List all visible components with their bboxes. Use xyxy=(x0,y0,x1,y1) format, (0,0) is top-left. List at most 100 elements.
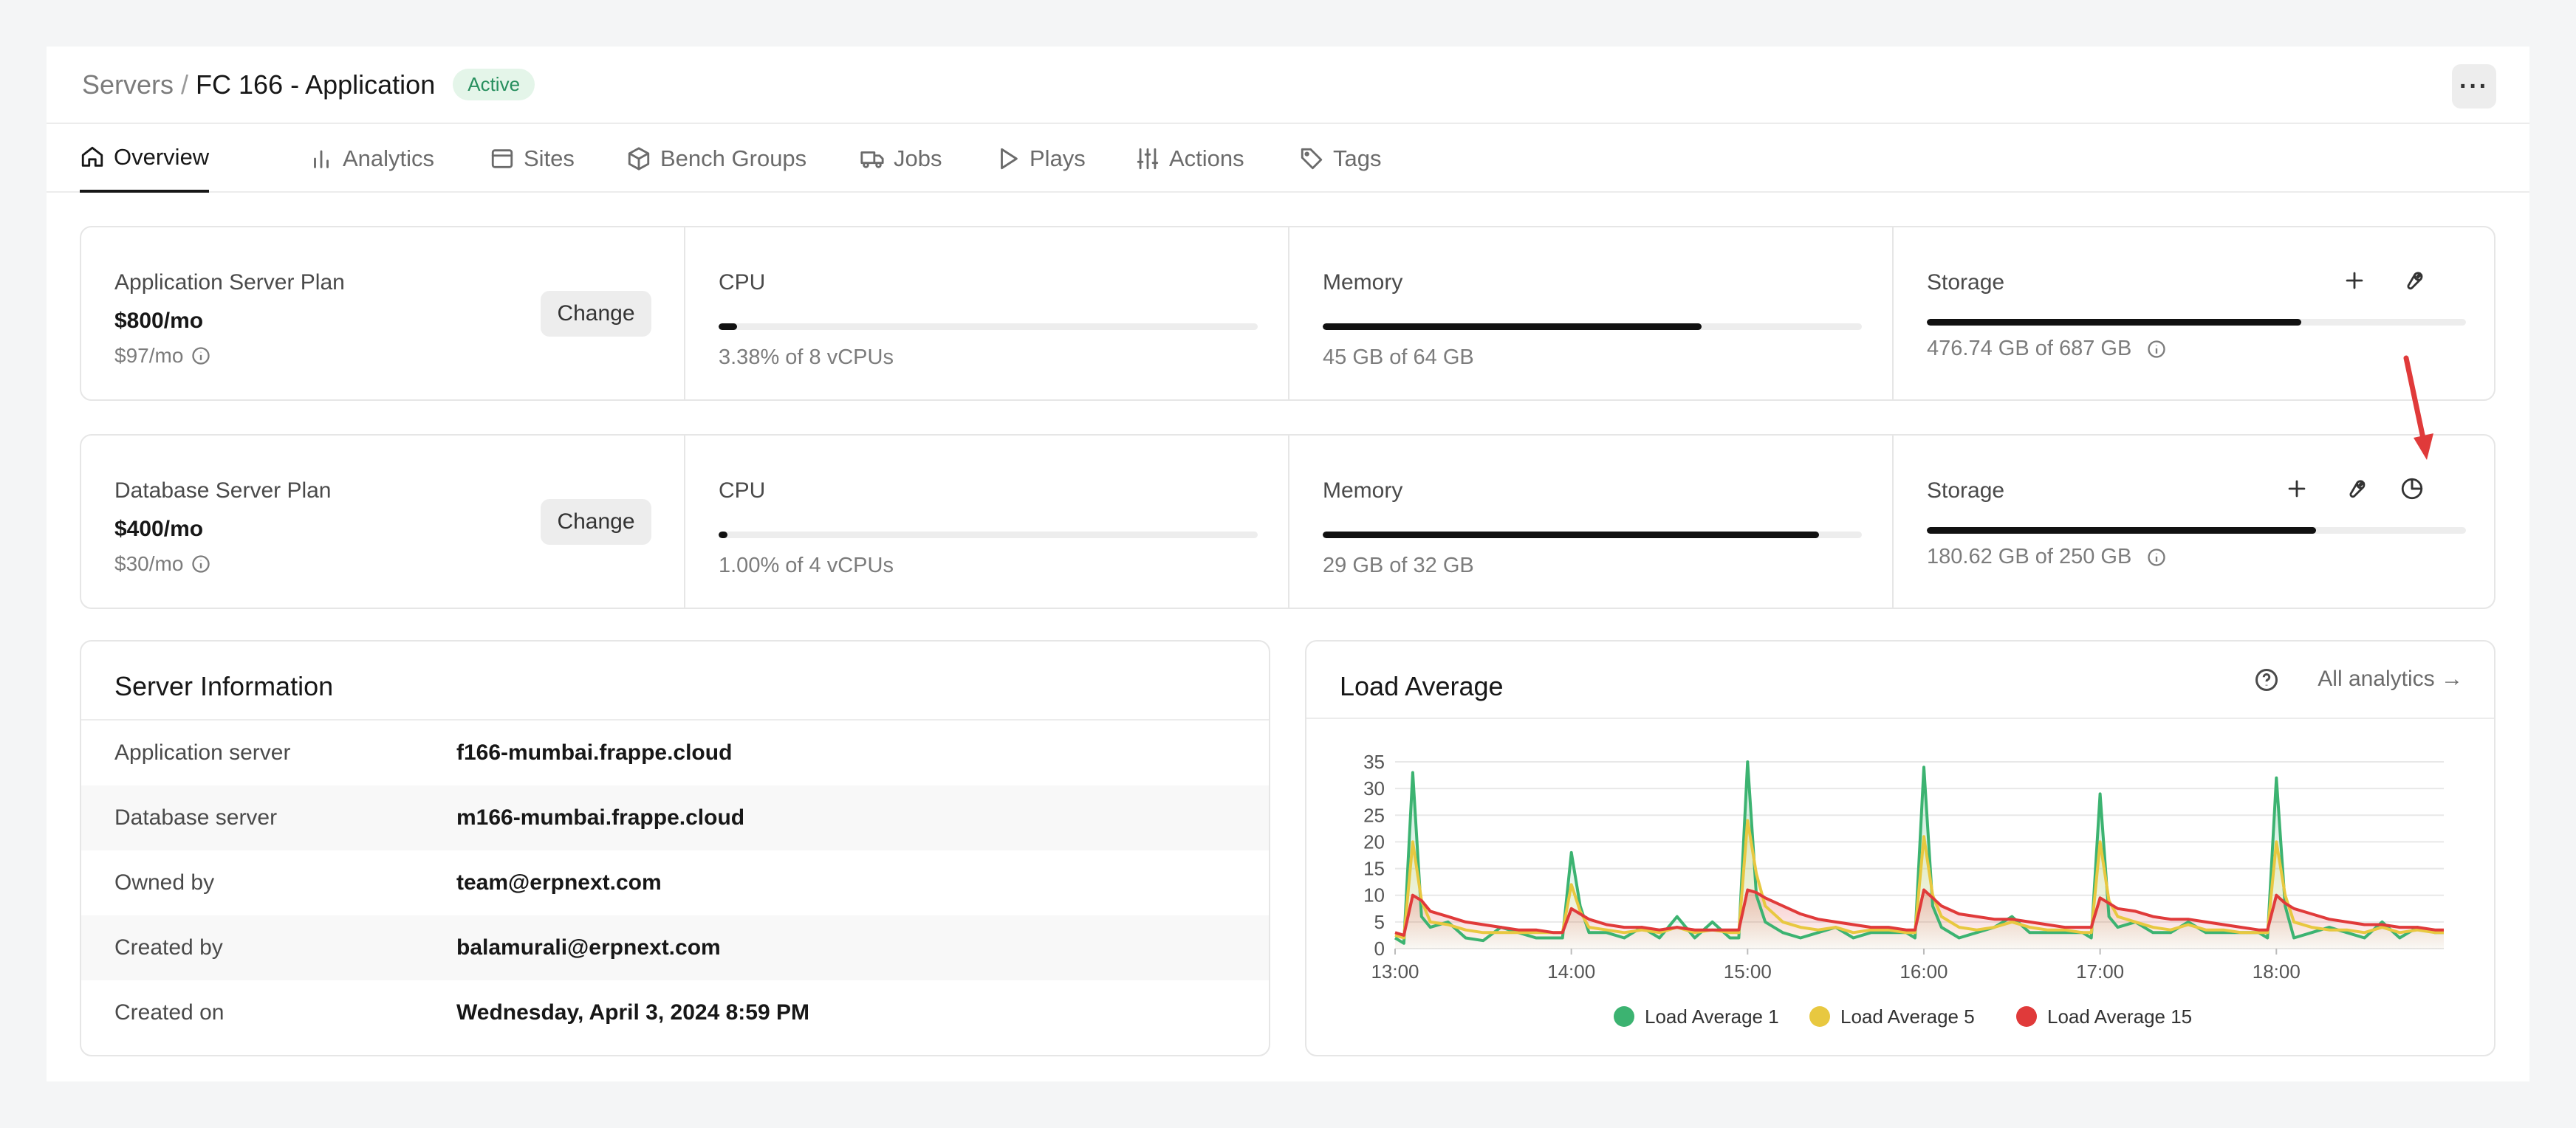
plan-price: $400/mo xyxy=(114,517,204,541)
info-icon[interactable] xyxy=(191,345,211,366)
storage-usage-bar xyxy=(1927,527,2466,534)
info-icon[interactable] xyxy=(2146,339,2167,360)
cpu-cell: CPU 1.00% of 4 vCPUs xyxy=(684,436,1288,608)
server-information-title: Server Information xyxy=(114,671,334,701)
plan-price: $800/mo xyxy=(114,309,204,333)
add-storage-button[interactable] xyxy=(2338,264,2371,297)
storage-label: Storage xyxy=(1927,270,2005,295)
play-icon xyxy=(1001,148,1018,169)
y-tick-label: 35 xyxy=(1363,751,1385,773)
plan-sub-price-text: $30/mo xyxy=(114,552,184,575)
tab-actions[interactable]: Actions xyxy=(1135,124,1244,193)
series-line xyxy=(1394,760,2444,945)
tab-label: Tags xyxy=(1333,145,1382,171)
legend-label: Load Average 1 xyxy=(1645,1005,1779,1028)
add-storage-button[interactable] xyxy=(2281,472,2313,505)
change-plan-button[interactable]: Change xyxy=(541,291,651,337)
plan-cell: Database Server Plan $400/mo $30/mo Chan… xyxy=(81,436,684,608)
storage-settings-button[interactable] xyxy=(2338,472,2371,505)
plus-icon xyxy=(2346,272,2363,289)
cpu-usage-text: 1.00% of 4 vCPUs xyxy=(719,554,894,577)
info-value: Wednesday, April 3, 2024 8:59 PM xyxy=(456,1000,809,1025)
plan-title: Database Server Plan xyxy=(114,478,332,503)
database-plan-card: Database Server Plan $400/mo $30/mo Chan… xyxy=(80,434,2496,609)
x-tick-label: 15:00 xyxy=(1724,960,1772,983)
info-icon[interactable] xyxy=(2146,547,2167,568)
memory-usage-text: 45 GB of 64 GB xyxy=(1323,345,1474,369)
plan-cell: Application Server Plan $800/mo $97/mo C… xyxy=(81,227,684,399)
tab-sites[interactable]: Sites xyxy=(490,124,575,193)
info-value: f166-mumbai.frappe.cloud xyxy=(456,740,733,765)
info-row: Application server f166-mumbai.frappe.cl… xyxy=(81,721,1269,785)
info-row: Created by balamurali@erpnext.com xyxy=(81,915,1269,980)
tab-label: Analytics xyxy=(343,145,435,171)
series-area xyxy=(1395,890,2444,949)
all-analytics-link[interactable]: All analytics → xyxy=(2318,667,2463,691)
storage-settings-button[interactable] xyxy=(2396,264,2428,297)
tab-label: Bench Groups xyxy=(660,145,807,171)
y-tick-label: 10 xyxy=(1363,884,1385,907)
help-icon[interactable] xyxy=(2253,667,2280,693)
info-row: Created on Wednesday, April 3, 2024 8:59… xyxy=(81,980,1269,1045)
change-plan-button[interactable]: Change xyxy=(541,499,651,545)
storage-usage: 180.62 GB of 250 GB xyxy=(1927,545,2167,569)
tab-bar: Overview Analytics Sites Bench Groups Jo… xyxy=(47,124,2529,193)
bar-chart-icon xyxy=(314,150,329,168)
info-key: Owned by xyxy=(114,870,215,895)
storage-usage-text: 180.62 GB of 250 GB xyxy=(1927,545,2132,568)
sliders-icon xyxy=(1137,148,1159,169)
server-information-table: Application server f166-mumbai.frappe.cl… xyxy=(81,719,1269,1045)
y-tick-label: 30 xyxy=(1363,777,1385,799)
cpu-label: CPU xyxy=(719,478,766,503)
tab-overview[interactable]: Overview xyxy=(80,124,210,193)
tab-analytics[interactable]: Analytics xyxy=(309,124,434,193)
server-information-card: Server Information Application server f1… xyxy=(80,640,1270,1056)
memory-label: Memory xyxy=(1323,270,1403,295)
memory-cell: Memory 29 GB of 32 GB xyxy=(1288,436,1892,608)
tab-label: Plays xyxy=(1030,145,1086,171)
memory-usage-fill xyxy=(1323,323,1702,330)
page-title: FC 166 - Application xyxy=(196,69,436,100)
x-tick-label: 14:00 xyxy=(1547,960,1595,983)
plus-icon xyxy=(2288,480,2306,498)
storage-label: Storage xyxy=(1927,478,2005,503)
cpu-cell: CPU 3.38% of 8 vCPUs xyxy=(684,227,1288,399)
x-tick-label: 16:00 xyxy=(1900,960,1948,983)
cpu-usage-bar xyxy=(719,323,1258,330)
load-average-header: Load Average All analytics → xyxy=(1306,642,2494,719)
x-tick-label: 18:00 xyxy=(2253,960,2301,983)
y-tick-label: 20 xyxy=(1363,830,1385,853)
y-tick-label: 25 xyxy=(1363,804,1385,826)
memory-usage-text: 29 GB of 32 GB xyxy=(1323,554,1474,577)
tab-label: Sites xyxy=(524,145,575,171)
info-value: team@erpnext.com xyxy=(456,870,662,895)
info-value: balamurali@erpnext.com xyxy=(456,935,721,960)
info-key: Database server xyxy=(114,805,278,830)
tag-icon xyxy=(1301,148,1323,169)
wrench-icon xyxy=(2349,480,2366,498)
breadcrumb-separator: / xyxy=(181,69,189,100)
legend-marker xyxy=(2016,1006,2037,1027)
home-icon xyxy=(81,146,103,167)
page-frame: Servers / FC 166 - Application Active ··… xyxy=(47,47,2529,1081)
storage-usage: 476.74 GB of 687 GB xyxy=(1927,337,2167,361)
tab-tags[interactable]: Tags xyxy=(1299,124,1381,193)
breadcrumb-servers-link[interactable]: Servers xyxy=(82,69,174,100)
tab-bench-groups[interactable]: Bench Groups xyxy=(626,124,806,193)
wrench-icon xyxy=(2407,272,2423,290)
plan-sub-price-text: $97/mo xyxy=(114,344,184,367)
storage-usage-fill xyxy=(1927,527,2317,534)
status-badge: Active xyxy=(453,69,535,100)
tab-label: Overview xyxy=(114,143,210,170)
tab-label: Actions xyxy=(1169,145,1244,171)
storage-breakdown-button[interactable] xyxy=(2396,472,2428,505)
info-icon[interactable] xyxy=(191,554,211,574)
tab-jobs[interactable]: Jobs xyxy=(860,124,942,193)
memory-usage-bar xyxy=(1323,323,1862,330)
tab-plays[interactable]: Plays xyxy=(996,124,1086,193)
load-average-card: Load Average All analytics → 0 5 10 15 20 25 3… xyxy=(1305,640,2496,1056)
info-key: Created on xyxy=(114,1000,225,1025)
memory-label: Memory xyxy=(1323,478,1403,503)
package-icon xyxy=(628,146,650,171)
more-options-button[interactable]: ··· xyxy=(2452,64,2496,109)
